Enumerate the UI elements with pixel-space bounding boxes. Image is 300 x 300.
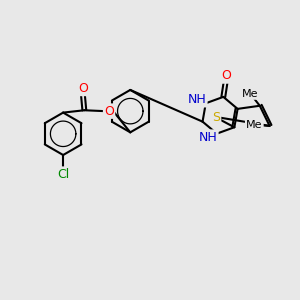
Text: Me: Me: [246, 120, 262, 130]
Text: S: S: [212, 111, 220, 124]
Text: O: O: [221, 70, 231, 83]
Text: O: O: [78, 82, 88, 95]
Text: O: O: [104, 105, 114, 118]
Text: NH: NH: [188, 93, 206, 106]
Text: Me: Me: [242, 89, 259, 99]
Text: Cl: Cl: [57, 168, 69, 181]
Text: NH: NH: [199, 131, 218, 144]
